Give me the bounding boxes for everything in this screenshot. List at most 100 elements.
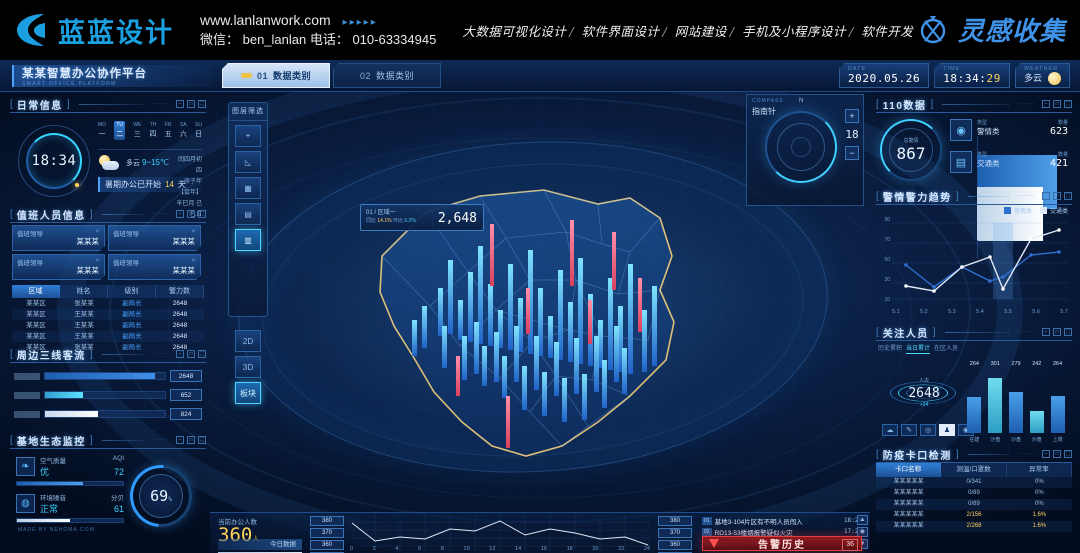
weather-value: 多云 <box>1023 73 1042 83</box>
flow-name-chip <box>14 372 40 380</box>
expand-icon[interactable]: ⛶ <box>198 350 206 358</box>
restore-icon[interactable]: □ <box>187 210 195 218</box>
cell-level: 副局长 <box>122 300 142 307</box>
col-name[interactable]: 姓名 <box>60 285 108 298</box>
leader-card[interactable]: 值班领导 ✕ 某某某 <box>12 254 105 280</box>
col-region[interactable]: 区域 <box>12 285 60 298</box>
camera-icon[interactable]: ◺ <box>235 151 261 173</box>
weekday-su[interactable]: SU 日 <box>194 122 202 138</box>
restore-icon[interactable]: □ <box>1053 100 1061 108</box>
focus-tab-history[interactable]: 历史累积 <box>878 346 903 352</box>
minimize-icon[interactable]: − <box>1042 450 1050 458</box>
restore-icon[interactable]: □ <box>1053 328 1061 336</box>
table-row[interactable]: 某某某某某 0/89 0% <box>876 488 1072 499</box>
leader-card[interactable]: 值班领导 ✕ 某某某 <box>12 225 105 251</box>
bar-column <box>1008 371 1023 433</box>
expand-icon[interactable]: ⛶ <box>198 100 206 108</box>
minimize-icon[interactable]: − <box>176 100 184 108</box>
table-row[interactable]: 某某某某某 0/89 0% <box>876 499 1072 510</box>
table-row[interactable]: 某某区 张某某 副局长 2648 <box>12 342 204 353</box>
view-block-button[interactable]: 板块 <box>235 382 261 404</box>
close-icon[interactable]: ✕ <box>94 258 100 264</box>
expand-icon[interactable]: ⛶ <box>1064 450 1072 458</box>
table-row[interactable]: 某某某某某 2/156 1.6% <box>876 510 1072 521</box>
close-icon[interactable]: ✕ <box>94 229 100 235</box>
alert-item[interactable]: 01 基地3-104片区有不明人员闯入 18:24 <box>702 515 862 526</box>
restore-icon[interactable]: □ <box>1053 450 1061 458</box>
table-row[interactable]: 某某某某某 2/268 1.6% <box>876 521 1072 532</box>
legend-series-1[interactable]: 交通类 <box>1039 206 1068 215</box>
location-icon[interactable]: ⌖ <box>235 125 261 147</box>
minimize-icon[interactable]: − <box>176 350 184 358</box>
data-icon[interactable]: ▥ <box>235 229 261 251</box>
x-tick: 0 <box>350 546 354 552</box>
target-icon[interactable]: ◎ <box>920 424 936 436</box>
compass-dial[interactable] <box>765 111 837 183</box>
bar-category-labels: 在建 沙盘 沙盘 沙盘 上岗 <box>964 436 1068 443</box>
restore-icon[interactable]: □ <box>187 436 195 444</box>
weekday-tu[interactable]: TU 二 <box>114 121 126 141</box>
table-row[interactable]: 某某区 王某某 副局长 2648 <box>12 309 204 320</box>
cloud-icon[interactable]: ☁ <box>882 424 898 436</box>
tab-data-category-02[interactable]: 02 数据类别 <box>333 63 441 88</box>
scroll-up-icon[interactable]: ▲ <box>857 515 868 525</box>
table-row[interactable]: 某某区 王某某 副局长 2648 <box>12 331 204 342</box>
view-3d-button[interactable]: 3D <box>235 356 261 378</box>
weekday-th[interactable]: TH 四 <box>149 122 157 138</box>
expand-icon[interactable]: ⛶ <box>198 210 206 218</box>
close-icon[interactable]: ✕ <box>190 258 196 264</box>
legend-series-0[interactable]: 警情类 <box>1003 206 1032 215</box>
zoom-in-button[interactable]: + <box>845 109 859 123</box>
leader-card[interactable]: 值班领导 ✕ 某某某 <box>108 254 201 280</box>
close-icon[interactable]: ✕ <box>190 229 196 235</box>
col-force[interactable]: 警力数 <box>156 285 204 298</box>
map-viewport[interactable]: 图层筛选 ⌖ ◺ ▦ ▤ ▥ 2D 3D 板块 01 / 区域一 2,648 同… <box>210 94 870 514</box>
app-topbar: 某某智慧办公协作平台 SMART OFFICE PLATFORM 01 数据类别… <box>0 60 1080 92</box>
focus-tab-onsite[interactable]: 在区人员 <box>934 346 959 352</box>
restore-icon[interactable]: □ <box>187 350 195 358</box>
expand-icon[interactable]: ⛶ <box>198 436 206 444</box>
minimize-icon[interactable]: − <box>176 210 184 218</box>
region-map[interactable] <box>330 160 750 478</box>
weekday-sa[interactable]: SA 六 <box>179 122 187 138</box>
panel-110-data: [ 110数据 ] ······ − □ ⛶ 总警情 867 ◉ 类型 数量 警情类 6… <box>876 96 1072 259</box>
minimize-icon[interactable]: − <box>1042 100 1050 108</box>
road-icon[interactable]: ▤ <box>235 203 261 225</box>
weekday-mo[interactable]: MO 一 <box>98 122 107 138</box>
restore-icon[interactable]: □ <box>187 100 195 108</box>
restore-icon[interactable]: □ <box>1053 192 1061 200</box>
view-2d-button[interactable]: 2D <box>235 330 261 352</box>
tab-data-category-01[interactable]: 01 数据类别 <box>222 63 330 88</box>
col-abnormal-rate[interactable]: 异常率 <box>1006 463 1072 477</box>
expand-icon[interactable]: ⛶ <box>1064 328 1072 336</box>
zoom-out-button[interactable]: − <box>845 146 859 160</box>
minimize-icon[interactable]: − <box>1042 328 1050 336</box>
alert-item[interactable]: 02 RD13-53楼烟报警疑似火灾 17:24 <box>702 526 862 537</box>
focus-tab-today[interactable]: 当日累计 <box>906 343 931 354</box>
table-row[interactable]: 某某区 张某某 副局长 2648 <box>12 298 204 309</box>
compass-widget[interactable]: COMPASS 指南针 N + 18 − <box>746 94 864 206</box>
toggle-today[interactable]: 今日数据 <box>218 539 302 550</box>
leader-card[interactable]: 值班领导 ✕ 某某某 <box>108 225 201 251</box>
dot-row-icon: ······ <box>1019 193 1035 199</box>
leader-role: 值班领导 <box>113 260 139 267</box>
kpi-type-label: 类型 <box>977 120 988 126</box>
weekday-fr[interactable]: FR 五 <box>164 122 172 138</box>
expand-icon[interactable]: ⛶ <box>1064 100 1072 108</box>
expand-icon[interactable]: ⛶ <box>1064 192 1072 200</box>
col-gate-name[interactable]: 卡口名称 <box>876 463 942 477</box>
pause-icon[interactable]: ◉ <box>857 527 868 537</box>
col-level[interactable]: 级别 <box>108 285 156 298</box>
table-row[interactable]: 某某区 王某某 副局长 2648 <box>12 320 204 331</box>
minimize-icon[interactable]: − <box>1042 192 1050 200</box>
person-icon[interactable]: ♟ <box>939 424 955 436</box>
x-tick: 20 <box>592 546 599 552</box>
minimize-icon[interactable]: − <box>176 436 184 444</box>
col-temp-mask[interactable]: 测温/口罩数 <box>941 463 1007 477</box>
alarm-history-button[interactable]: 告警历史 36 <box>702 536 862 551</box>
weekday-we[interactable]: WE 三 <box>133 122 142 138</box>
table-row[interactable]: 某某某某某 0/341 0% <box>876 477 1072 488</box>
building-icon[interactable]: ▦ <box>235 177 261 199</box>
office-trend-chart <box>350 515 650 551</box>
pen-icon[interactable]: ✎ <box>901 424 917 436</box>
